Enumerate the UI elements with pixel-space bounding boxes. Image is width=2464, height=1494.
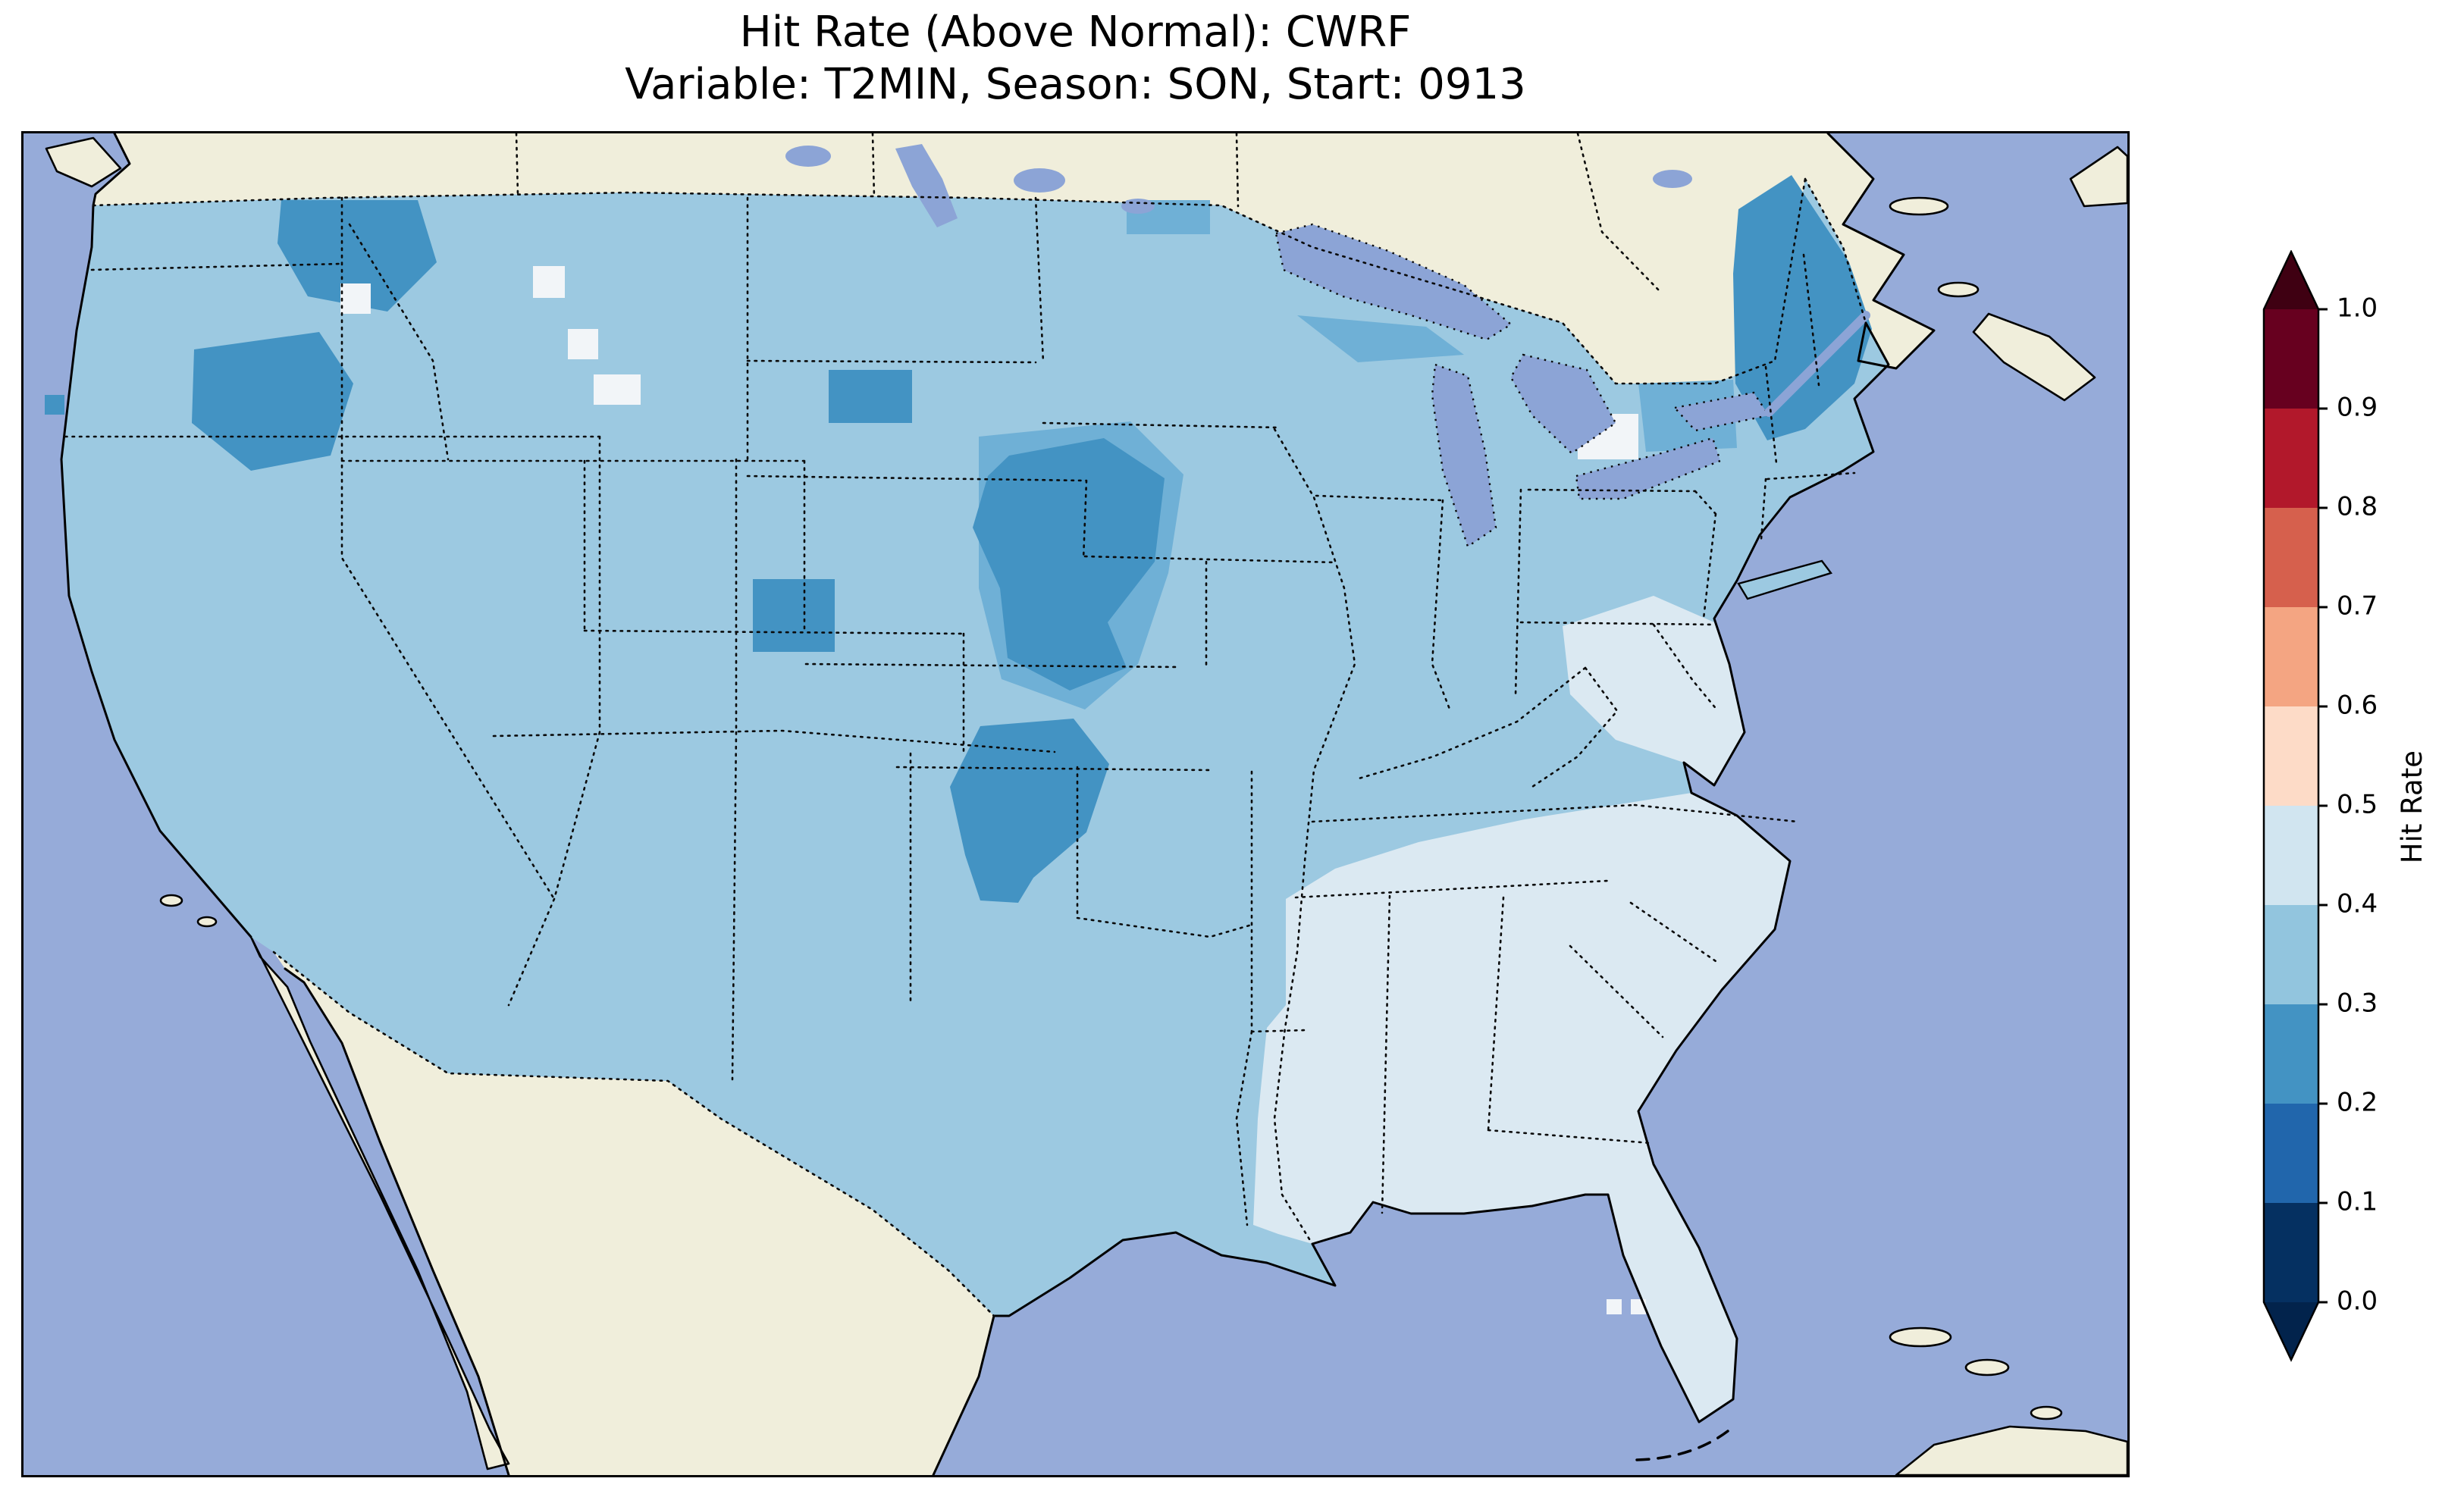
colorbar-label-text: Hit Rate — [2395, 750, 2428, 864]
lake-michigan — [1431, 363, 1497, 548]
colorbar-segment — [2264, 409, 2318, 508]
colorbar-segment — [2264, 508, 2318, 607]
baja-california — [249, 935, 510, 1471]
patch-florida-white-1 — [1607, 1299, 1622, 1314]
newfoundland — [2069, 146, 2127, 208]
bahamas-island-3 — [2030, 1405, 2063, 1420]
colorbar: 1.0 0.9 0.8 0.7 0.6 0.5 0.4 0.3 0.2 0.1 0.0 — [2262, 250, 2378, 1362]
colorbar-tick-label: 0.1 — [2337, 1187, 2378, 1217]
map — [24, 133, 2127, 1475]
bahamas-island-1 — [1889, 1326, 1952, 1348]
colorbar-segment — [2264, 905, 2318, 1004]
great-lakes — [1274, 223, 1770, 548]
lake-ontario — [1672, 391, 1770, 432]
patch-norcal-dark — [45, 395, 64, 415]
colorbar-segment — [2264, 309, 2318, 409]
canada-land — [93, 133, 1934, 384]
canada-lake-small-1 — [785, 146, 831, 167]
anticosti-island — [1889, 196, 1949, 216]
us-canada-border — [92, 177, 1867, 385]
colorbar-segment — [2264, 1004, 2318, 1104]
colorbar-tick-label: 0.6 — [2337, 691, 2378, 721]
vancouver-island — [45, 136, 122, 188]
lake-of-the-woods — [1121, 199, 1155, 214]
mexico-land — [274, 952, 994, 1475]
colorbar-tick-label: 0.7 — [2337, 591, 2378, 622]
lake-manitoba — [1014, 168, 1065, 193]
patch-west-kansas-dark — [753, 579, 835, 652]
prince-edward-island — [1937, 281, 1980, 298]
patch-midatlantic-pale — [1563, 596, 1745, 785]
patch-nebraska-kansas-dark — [973, 438, 1165, 691]
canada-lake-small-2 — [1653, 170, 1692, 188]
patch-wyoming-white — [594, 374, 641, 405]
colorbar-extend-below — [2264, 1302, 2318, 1360]
patch-montana-white-2 — [568, 329, 598, 359]
colorbar-segment — [2264, 1104, 2318, 1203]
channel-island-2 — [196, 916, 218, 928]
nova-scotia — [1972, 312, 2096, 402]
colorbar-segment — [2264, 607, 2318, 706]
colorbar-tick-label: 0.4 — [2337, 889, 2378, 919]
channel-island-1 — [159, 894, 183, 907]
patch-michigan-up-medium — [1297, 315, 1464, 362]
colorbar-segment — [2264, 806, 2318, 905]
patch-washington-dark — [277, 200, 437, 312]
patch-new-england-dark — [1733, 175, 1872, 440]
figure-title: Hit Rate (Above Normal): CWRF Variable: … — [21, 6, 2130, 111]
st-lawrence-river — [1764, 311, 1870, 417]
patch-south-dakota-dark — [829, 370, 912, 423]
colorbar-segment — [2264, 706, 2318, 806]
us-mexico-border — [272, 951, 995, 1317]
canada-lakes — [785, 144, 1870, 417]
colorbar-tick-label: 0.5 — [2337, 790, 2378, 820]
title-line-1: Hit Rate (Above Normal): CWRF — [739, 8, 1412, 57]
colorbar-tick-label: 0.3 — [2337, 988, 2378, 1019]
state-borders — [64, 196, 1856, 1243]
pacific-coastline — [60, 133, 252, 938]
colorbar-tick-label: 0.2 — [2337, 1088, 2378, 1118]
patch-montana-white-1 — [533, 266, 565, 298]
title-line-2: Variable: T2MIN, Season: SON, Start: 091… — [625, 60, 1526, 110]
bahamas-island-2 — [1964, 1358, 2010, 1377]
lake-huron — [1509, 353, 1617, 455]
lake-superior — [1274, 223, 1513, 341]
map-axes — [21, 131, 2130, 1477]
colorbar-tick-label: 1.0 — [2337, 293, 2378, 324]
colorbar-segment — [2264, 1203, 2318, 1302]
colorbar-extend-above — [2264, 252, 2318, 309]
colorbar-tick-label: 0.8 — [2337, 492, 2378, 522]
patch-southeast-pale — [1253, 793, 1790, 1422]
lake-winnipeg — [895, 144, 958, 227]
long-island — [1737, 559, 1832, 600]
lake-erie — [1575, 437, 1722, 500]
patch-oklahoma-dark — [950, 719, 1109, 903]
colorbar-tick-label: 0.0 — [2337, 1286, 2378, 1317]
patch-oregon-white — [340, 283, 371, 314]
canada-province-borders — [515, 133, 1663, 294]
colorbar-tick-label: 0.9 — [2337, 393, 2378, 423]
atlantic-gulf-coastline — [932, 133, 1936, 1475]
mexico-west-coastline — [284, 967, 510, 1475]
cuba — [1895, 1425, 2127, 1475]
florida-keys — [1635, 1430, 1729, 1461]
colorbar-axis-label: Hit Rate — [2385, 250, 2438, 1364]
